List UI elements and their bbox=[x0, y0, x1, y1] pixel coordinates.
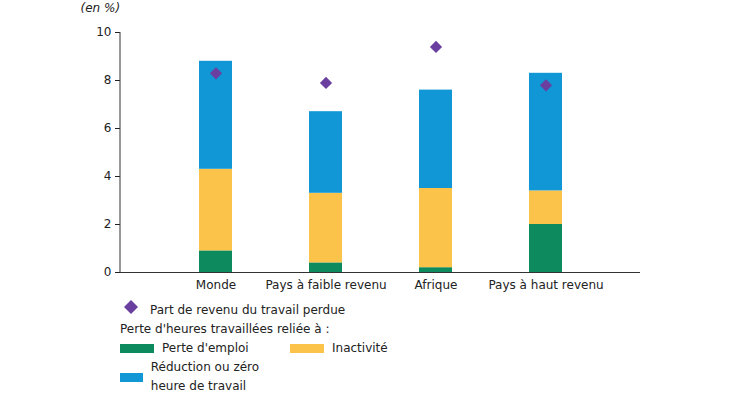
svg-text:Pays à faible revenu: Pays à faible revenu bbox=[265, 278, 386, 292]
svg-text:(en %): (en %) bbox=[81, 1, 121, 15]
svg-text:Monde: Monde bbox=[196, 278, 236, 292]
html-text:Inactivité: Inactivité bbox=[332, 341, 388, 355]
html-text:Part de revenu du travail perd: Part de revenu du travail perdue bbox=[150, 302, 346, 317]
html-text:Perte d'heures travaillées rel: Perte d'heures travaillées reliée à : bbox=[120, 322, 330, 336]
svg-text:6: 6 bbox=[104, 121, 112, 135]
html-text:Réduction ou zéro heure de tra: Réduction ou zéro heure de travail bbox=[150, 360, 260, 393]
svg-text:Afrique: Afrique bbox=[415, 278, 458, 292]
svg-text:2: 2 bbox=[104, 217, 112, 231]
svg-text:0: 0 bbox=[104, 265, 112, 279]
svg-text:10: 10 bbox=[96, 25, 111, 39]
svg-text:8: 8 bbox=[104, 73, 112, 87]
html-text:Perte d'emploi: Perte d'emploi bbox=[162, 341, 249, 355]
svg-text:Pays à haut revenu: Pays à haut revenu bbox=[488, 278, 603, 292]
svg-text:4: 4 bbox=[104, 169, 112, 183]
